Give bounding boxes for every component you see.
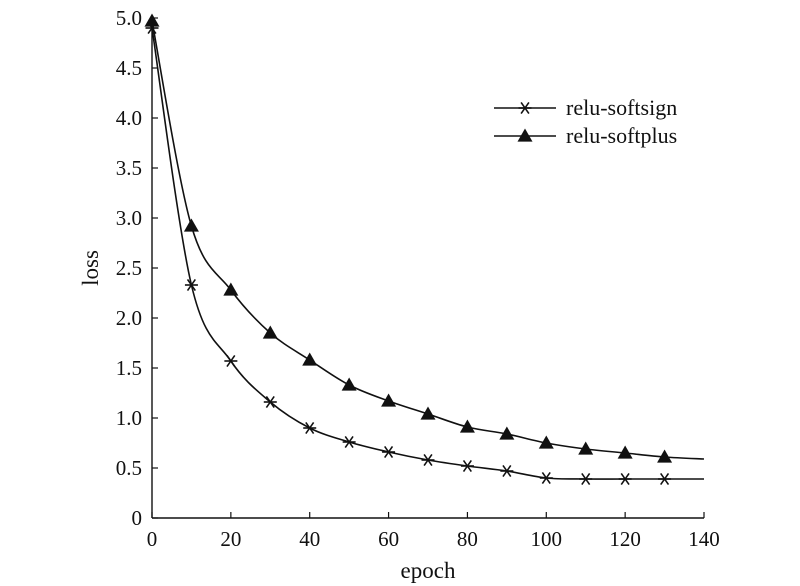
data-point	[658, 473, 672, 485]
series-relu-softplus	[144, 13, 705, 463]
x-axis-title: epoch	[401, 558, 456, 583]
data-point	[184, 279, 198, 291]
data-point	[538, 435, 554, 449]
y-tick-label: 2.0	[116, 306, 142, 330]
x-tick-label: 40	[299, 527, 320, 551]
y-tick-label: 0.5	[116, 456, 142, 480]
data-point	[499, 426, 515, 440]
data-point	[618, 473, 632, 485]
data-point	[500, 465, 514, 477]
data-point	[341, 377, 357, 391]
x-tick-label: 20	[220, 527, 241, 551]
x-tick-label: 60	[378, 527, 399, 551]
data-point	[303, 422, 317, 434]
y-tick-label: 0	[132, 506, 143, 530]
data-point	[263, 396, 277, 408]
data-point	[224, 355, 238, 367]
series-line	[151, 20, 705, 460]
data-point	[578, 441, 594, 455]
y-tick-label: 5.0	[116, 6, 142, 30]
data-point	[342, 436, 356, 448]
legend-label: relu-softplus	[566, 123, 677, 148]
data-point	[539, 472, 553, 484]
y-tick-label: 4.0	[116, 106, 142, 130]
data-point	[657, 449, 673, 463]
data-point	[144, 13, 160, 27]
y-tick-label: 2.5	[116, 256, 142, 280]
data-point	[262, 325, 278, 339]
y-tick-label: 1.5	[116, 356, 142, 380]
data-point	[302, 352, 318, 366]
y-axis-title: loss	[78, 250, 103, 286]
legend-entry: relu-softsign	[494, 95, 677, 120]
data-point	[382, 446, 396, 458]
y-tick-label: 3.0	[116, 206, 142, 230]
x-tick-label: 140	[688, 527, 720, 551]
data-point	[421, 454, 435, 466]
x-tick-label: 120	[609, 527, 641, 551]
data-point	[183, 218, 199, 232]
data-point	[223, 282, 239, 296]
series-relu-softsign	[145, 22, 704, 485]
legend-marker	[517, 128, 533, 142]
data-point	[420, 406, 436, 420]
data-point	[381, 393, 397, 407]
data-point	[617, 445, 633, 459]
data-point	[579, 473, 593, 485]
legend-label: relu-softsign	[566, 95, 677, 120]
y-tick-label: 3.5	[116, 156, 142, 180]
y-tick-label: 4.5	[116, 56, 142, 80]
x-tick-label: 80	[457, 527, 478, 551]
y-tick-label: 1.0	[116, 406, 142, 430]
data-point	[460, 460, 474, 472]
series-line	[151, 27, 704, 480]
axes: 0 20 40 60 80 100 120 140 0 0.5 1.0 1.5 2.0 2.5 3.0 3.5…	[116, 6, 720, 551]
data-point	[459, 419, 475, 433]
x-tick-label: 0	[147, 527, 158, 551]
x-tick-label: 100	[531, 527, 563, 551]
legend-entry: relu-softplus	[494, 123, 677, 148]
series-layer	[144, 13, 705, 485]
legend-marker	[518, 102, 532, 114]
legend: relu-softsign relu-softplus	[494, 95, 677, 148]
